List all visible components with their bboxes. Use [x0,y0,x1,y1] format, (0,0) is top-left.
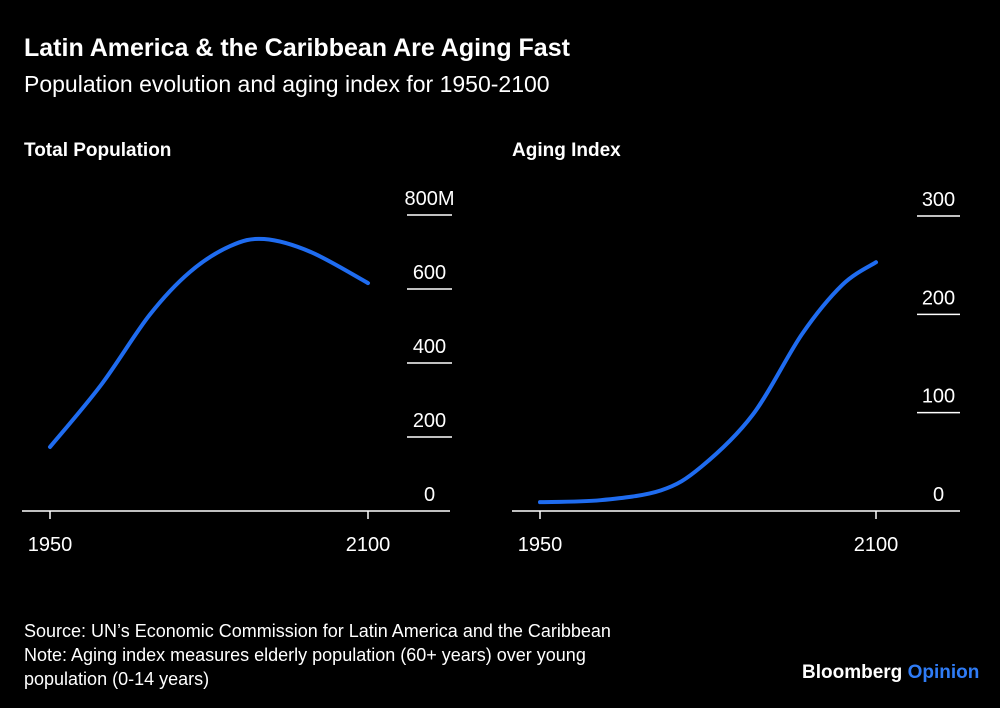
y-tick-label: 800M [404,188,454,210]
x-tick-label: 2100 [854,534,899,556]
x-tick-label: 1950 [518,534,563,556]
panel-aging-index: Aging Index 0 100 200 300 1950 2100 [512,140,960,556]
y-tick-label: 200 [922,287,955,309]
note-line-2: population (0-14 years) [24,669,210,689]
note-line-1: Note: Aging index measures elderly popul… [24,645,586,665]
panel-total-population: Total Population 0 200 400 600 800M 1950 2100 [22,140,455,556]
y-tick-label: 300 [922,189,955,211]
series-line [538,260,878,505]
y-tick-label: 100 [922,386,955,408]
logo-brand: Bloomberg [802,662,903,683]
source-note: Source: UN’s Economic Commission for Lat… [24,621,611,641]
series-line [48,236,370,449]
y-tick-label: 0 [933,484,944,506]
bloomberg-opinion-logo: Bloomberg Opinion [802,662,979,684]
chart-subtitle: Population evolution and aging index for… [24,71,550,97]
y-tick-label: 0 [424,484,435,506]
x-tick-label: 1950 [28,534,73,556]
x-tick-label: 2100 [346,534,391,556]
panel-title: Aging Index [512,140,621,161]
y-tick-label: 400 [413,336,446,358]
chart-title: Latin America & the Caribbean Are Aging … [24,34,570,62]
y-tick-label: 200 [413,410,446,432]
panel-title: Total Population [24,140,171,161]
footer: Source: UN’s Economic Commission for Lat… [24,619,611,691]
y-tick-label: 600 [413,262,446,284]
logo-section: Opinion [907,662,980,683]
